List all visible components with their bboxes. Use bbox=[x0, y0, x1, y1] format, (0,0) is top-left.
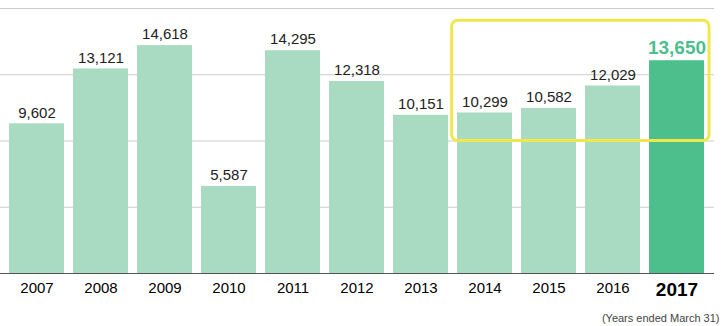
svg-text:2012: 2012 bbox=[340, 279, 373, 296]
svg-text:12,318: 12,318 bbox=[334, 61, 380, 78]
svg-text:2015: 2015 bbox=[532, 279, 565, 296]
svg-text:2017: 2017 bbox=[656, 279, 698, 300]
svg-text:13,650: 13,650 bbox=[648, 37, 706, 58]
svg-text:14,295: 14,295 bbox=[270, 30, 316, 47]
svg-text:10,299: 10,299 bbox=[462, 93, 508, 110]
svg-text:13,121: 13,121 bbox=[78, 49, 124, 66]
svg-text:5,587: 5,587 bbox=[210, 166, 248, 183]
svg-text:12,029: 12,029 bbox=[590, 66, 636, 83]
svg-text:(Years ended March 31): (Years ended March 31) bbox=[602, 312, 720, 324]
svg-text:2014: 2014 bbox=[468, 279, 501, 296]
svg-text:14,618: 14,618 bbox=[142, 25, 188, 42]
svg-text:9,602: 9,602 bbox=[18, 104, 56, 121]
svg-text:2016: 2016 bbox=[596, 279, 629, 296]
svg-text:10,582: 10,582 bbox=[526, 88, 572, 105]
svg-text:2013: 2013 bbox=[404, 279, 437, 296]
svg-text:2011: 2011 bbox=[277, 279, 309, 296]
svg-text:2008: 2008 bbox=[84, 279, 117, 296]
svg-text:2010: 2010 bbox=[212, 279, 245, 296]
svg-text:2009: 2009 bbox=[148, 279, 181, 296]
svg-text:10,151: 10,151 bbox=[398, 95, 444, 112]
svg-text:2007: 2007 bbox=[20, 279, 53, 296]
